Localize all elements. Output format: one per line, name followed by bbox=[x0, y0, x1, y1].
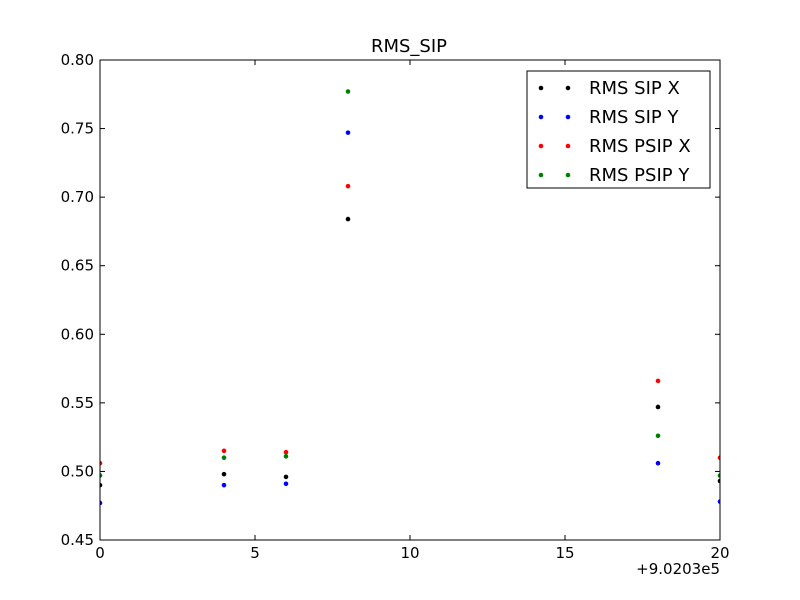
x-tick-label: 10 bbox=[400, 544, 419, 562]
legend-marker-rms-sip-y bbox=[538, 114, 544, 120]
legend: RMS SIP X RMS SIP Y RMS PSIP X RMS PSIP Y bbox=[526, 70, 711, 189]
x-tick-label: 0 bbox=[95, 544, 105, 562]
point-rms-sip-x bbox=[283, 474, 289, 480]
x-tick-label: 20 bbox=[710, 544, 729, 562]
legend-marker-rms-psip-x bbox=[538, 143, 544, 149]
points-clip-group bbox=[100, 89, 720, 506]
legend-marker-rms-psip-y bbox=[538, 172, 544, 178]
point-rms-psip-x bbox=[221, 448, 227, 454]
legend-label-rms-sip-y: RMS SIP Y bbox=[589, 107, 679, 128]
point-rms-sip-x bbox=[717, 478, 720, 484]
y-tick-label: 0.55 bbox=[61, 394, 94, 412]
point-rms-sip-y bbox=[655, 460, 661, 466]
legend-marker-rms-sip-x bbox=[538, 85, 544, 91]
y-tick-label: 0.75 bbox=[61, 120, 94, 138]
x-tick-label: 5 bbox=[250, 544, 260, 562]
point-rms-sip-y bbox=[100, 500, 103, 506]
point-rms-sip-x bbox=[100, 482, 103, 488]
point-rms-psip-y bbox=[345, 89, 351, 94]
point-rms-sip-y bbox=[221, 482, 227, 488]
point-rms-sip-y bbox=[283, 481, 289, 487]
point-rms-psip-x bbox=[655, 378, 661, 384]
legend-label-rms-sip-x: RMS SIP X bbox=[589, 78, 680, 99]
point-rms-sip-x bbox=[221, 471, 227, 477]
legend-label-rms-psip-y: RMS PSIP Y bbox=[589, 165, 690, 186]
point-rms-sip-y bbox=[717, 499, 720, 504]
legend-marker-rms-sip-x bbox=[565, 85, 571, 91]
axis-ticks: 0 5 10 15 20 0.45 0.50 0.55 0.60 0.65 0.70 0.75 0.80 bbox=[61, 51, 730, 562]
point-rms-psip-x bbox=[283, 449, 289, 455]
y-tick-label: 0.50 bbox=[61, 462, 94, 480]
chart-title: RMS_SIP bbox=[371, 36, 447, 57]
point-rms-psip-y bbox=[221, 455, 227, 461]
data-points bbox=[100, 89, 720, 506]
y-tick-label: 0.80 bbox=[61, 51, 94, 69]
point-rms-sip-x bbox=[655, 404, 661, 410]
point-rms-psip-y bbox=[655, 433, 661, 439]
point-rms-psip-x bbox=[717, 455, 720, 461]
x-axis-offset-label: +9.0203e5 bbox=[636, 560, 720, 578]
point-rms-psip-y bbox=[100, 473, 103, 478]
point-rms-psip-x bbox=[345, 183, 351, 189]
x-tick-label: 15 bbox=[555, 544, 574, 562]
point-rms-psip-x bbox=[100, 460, 103, 466]
point-rms-psip-y bbox=[717, 473, 720, 478]
legend-box bbox=[526, 70, 711, 189]
legend-label-rms-psip-x: RMS PSIP X bbox=[589, 136, 691, 157]
point-rms-sip-x bbox=[345, 216, 351, 222]
y-tick-label: 0.45 bbox=[61, 531, 94, 549]
y-tick-label: 0.60 bbox=[61, 325, 94, 343]
legend-marker-rms-psip-x bbox=[565, 143, 571, 149]
y-tick-label: 0.70 bbox=[61, 188, 94, 206]
point-rms-psip-y bbox=[283, 454, 289, 459]
point-rms-sip-y bbox=[345, 130, 351, 135]
plot-frame bbox=[99, 59, 721, 541]
legend-marker-rms-psip-y bbox=[565, 172, 571, 178]
legend-marker-rms-sip-y bbox=[565, 114, 571, 120]
y-tick-label: 0.65 bbox=[61, 257, 94, 275]
